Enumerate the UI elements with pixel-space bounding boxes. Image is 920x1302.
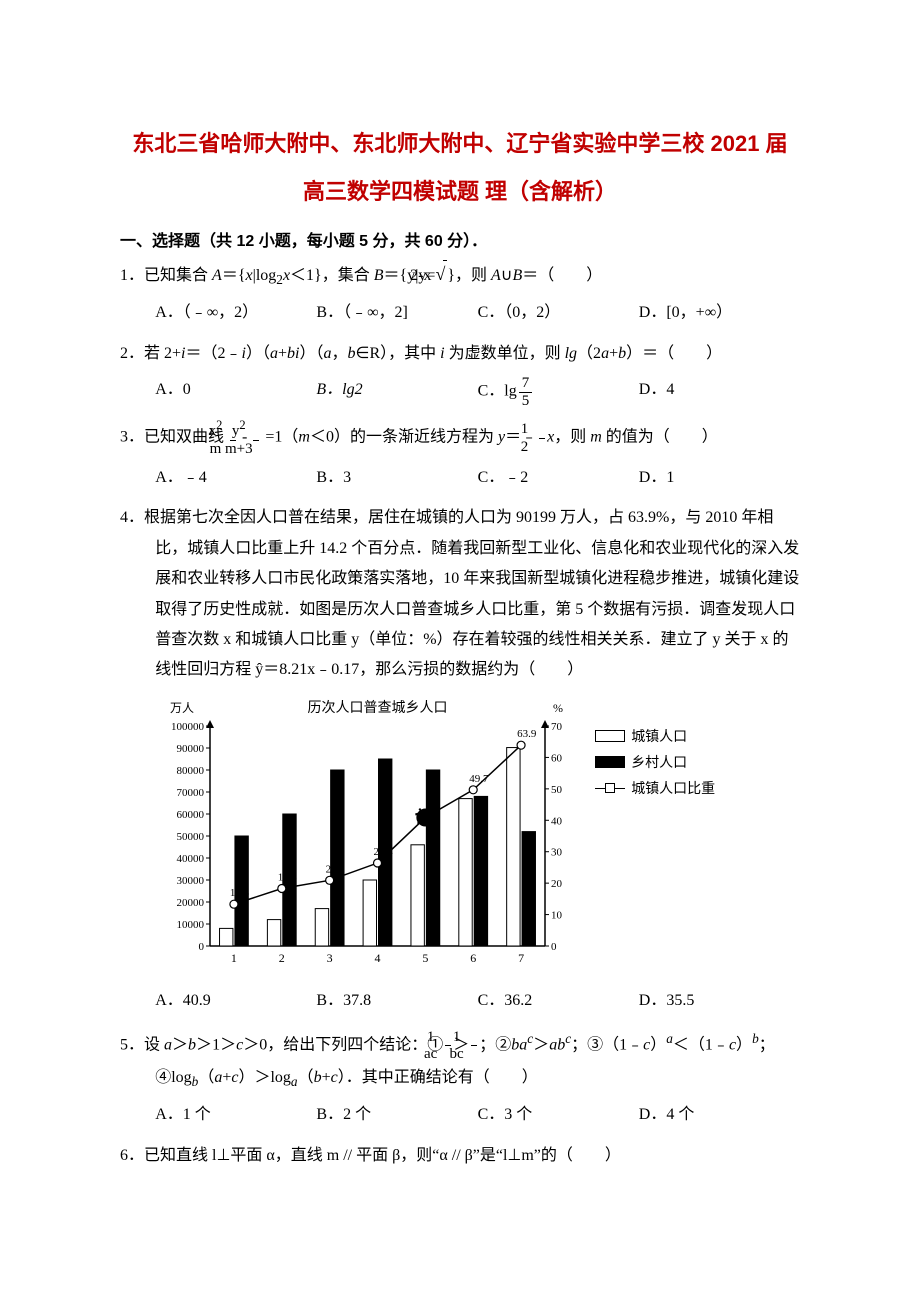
- q4-body: 根据第七次全因人口普在结果，居住在城镇的人口为 90199 万人，占 63.9%…: [144, 509, 799, 678]
- svg-text:40: 40: [551, 815, 563, 827]
- svg-text:3: 3: [327, 951, 333, 965]
- svg-text:历次人口普查城乡人口: 历次人口普查城乡人口: [308, 700, 448, 716]
- svg-text:0: 0: [551, 941, 557, 953]
- svg-text:49.7: 49.7: [469, 773, 489, 785]
- svg-text:70: 70: [551, 721, 563, 733]
- title-line-2: 高三数学四模试题 理（含解析）: [120, 168, 800, 216]
- q5-opt-c: C．3 个: [478, 1100, 639, 1130]
- svg-text:%: %: [553, 701, 563, 715]
- title-line-1: 东北三省哈师大附中、东北师大附中、辽宁省实验中学三校 2021 届: [120, 120, 800, 168]
- q4-number: 4．: [120, 509, 144, 526]
- legend-ratio: 城镇人口比重: [595, 778, 715, 798]
- q4-opt-c: C．36.2: [478, 986, 639, 1016]
- svg-text:13.3: 13.3: [230, 887, 250, 899]
- svg-text:10: 10: [551, 909, 563, 921]
- q4-options: A．40.9 B．37.8 C．36.2 D．35.5: [120, 986, 800, 1016]
- q3-opt-b: B．3: [316, 463, 477, 493]
- svg-text:63.9: 63.9: [517, 728, 537, 740]
- svg-text:2: 2: [279, 951, 285, 965]
- chart-legend: 城镇人口 乡村人口 城镇人口比重: [595, 726, 715, 804]
- q2-opt-b: B．lg2: [316, 375, 477, 409]
- q1-options: A．（﹣∞，2） B．（﹣∞，2] C．（0，2） D．[0，+∞）: [120, 298, 800, 328]
- svg-text:1: 1: [231, 951, 237, 965]
- q2-opt-c: C．lg75: [478, 375, 639, 409]
- question-4: 4．根据第七次全因人口普在结果，居住在城镇的人口为 90199 万人，占 63.…: [120, 503, 800, 685]
- svg-text:30000: 30000: [177, 875, 205, 887]
- q3-opt-c: C．﹣2: [478, 463, 639, 493]
- svg-text:20: 20: [551, 878, 563, 890]
- legend-rural: 乡村人口: [595, 752, 715, 772]
- legend-line-icon: [595, 782, 625, 794]
- q1-number: 1．: [120, 267, 144, 284]
- section-1-header: 一、选择题（共 12 小题，每小题 5 分，共 60 分）．: [120, 227, 800, 251]
- question-5: 5．设 a＞b＞1＞c＞0，给出下列四个结论：①1ac＞1bc；②bac＞abc…: [120, 1026, 800, 1094]
- svg-text:80000: 80000: [177, 765, 205, 777]
- q4-opt-b: B．37.8: [316, 986, 477, 1016]
- svg-text:5: 5: [423, 951, 429, 965]
- q2-options: A．0 B．lg2 C．lg75 D．4: [120, 375, 800, 409]
- svg-text:60000: 60000: [177, 809, 205, 821]
- q5-options: A．1 个 B．2 个 C．3 个 D．4 个: [120, 1100, 800, 1130]
- legend-swatch-rural: [595, 756, 625, 768]
- svg-text:60: 60: [551, 752, 563, 764]
- q4-opt-a: A．40.9: [155, 986, 316, 1016]
- svg-text:20000: 20000: [177, 897, 205, 909]
- exam-page: 东北三省哈师大附中、东北师大附中、辽宁省实验中学三校 2021 届 高三数学四模…: [0, 0, 920, 1217]
- svg-text:20.9: 20.9: [326, 863, 346, 875]
- svg-text:4: 4: [375, 951, 381, 965]
- q5-opt-a: A．1 个: [155, 1100, 316, 1130]
- q4-opt-d: D．35.5: [639, 986, 800, 1016]
- q6-stem: 已知直线 l⊥平面 α，直线 m // 平面 β，则“α // β”是“l⊥m”…: [144, 1147, 621, 1164]
- q5-number: 5．: [120, 1037, 144, 1054]
- svg-text:100000: 100000: [171, 721, 205, 733]
- question-2: 2．若 2+i＝（2﹣i）（a+bi）（a，b∈R），其中 i 为虚数单位，则 …: [120, 339, 800, 369]
- q4-chart: 历次人口普查城乡人口 万人% 0 10000 20000 30000 40000 50000 6…: [155, 696, 800, 976]
- svg-text:7: 7: [518, 951, 524, 965]
- svg-text:50000: 50000: [177, 831, 205, 843]
- svg-text:6: 6: [470, 951, 476, 965]
- question-6: 6．已知直线 l⊥平面 α，直线 m // 平面 β，则“α // β”是“l⊥…: [120, 1141, 800, 1171]
- exam-title: 东北三省哈师大附中、东北师大附中、辽宁省实验中学三校 2021 届 高三数学四模…: [120, 120, 800, 217]
- svg-text:40000: 40000: [177, 853, 205, 865]
- q6-number: 6．: [120, 1147, 144, 1164]
- q2-opt-d: D．4: [639, 375, 800, 409]
- legend-swatch-urban: [595, 730, 625, 742]
- q3-options: A．﹣4 B．3 C．﹣2 D．1: [120, 463, 800, 493]
- svg-text:26.4: 26.4: [374, 846, 394, 858]
- svg-text:万人: 万人: [170, 701, 194, 715]
- q3-number: 3．: [120, 429, 144, 446]
- svg-text:0: 0: [199, 941, 205, 953]
- q3-opt-d: D．1: [639, 463, 800, 493]
- q1-opt-c: C．（0，2）: [478, 298, 639, 328]
- q1-opt-d: D．[0，+∞）: [639, 298, 800, 328]
- svg-text:30: 30: [551, 847, 563, 859]
- svg-text:10000: 10000: [177, 919, 205, 931]
- q5-opt-d: D．4 个: [639, 1100, 800, 1130]
- q2-number: 2．: [120, 345, 144, 362]
- q3-opt-a: A．﹣4: [155, 463, 316, 493]
- legend-urban: 城镇人口: [595, 726, 715, 746]
- q5-opt-b: B．2 个: [316, 1100, 477, 1130]
- census-chart-svg: 历次人口普查城乡人口 万人% 0 10000 20000 30000 40000 50000 6…: [155, 696, 575, 976]
- svg-text:70000: 70000: [177, 787, 205, 799]
- svg-text:50: 50: [551, 784, 563, 796]
- svg-text:90000: 90000: [177, 743, 205, 755]
- question-3: 3．已知双曲线 x2m - y2m+3 =1（m＜0）的一条渐近线方程为 y＝﹣…: [120, 419, 800, 457]
- q2-opt-a: A．0: [155, 375, 316, 409]
- svg-text:18.3: 18.3: [278, 871, 298, 883]
- question-1: 1．已知集合 A＝{x|log2x＜1}，集合 B＝{y|y=√2-x}，则 A…: [120, 257, 800, 293]
- q1-opt-a: A．（﹣∞，2）: [155, 298, 316, 328]
- q1-opt-b: B．（﹣∞，2]: [316, 298, 477, 328]
